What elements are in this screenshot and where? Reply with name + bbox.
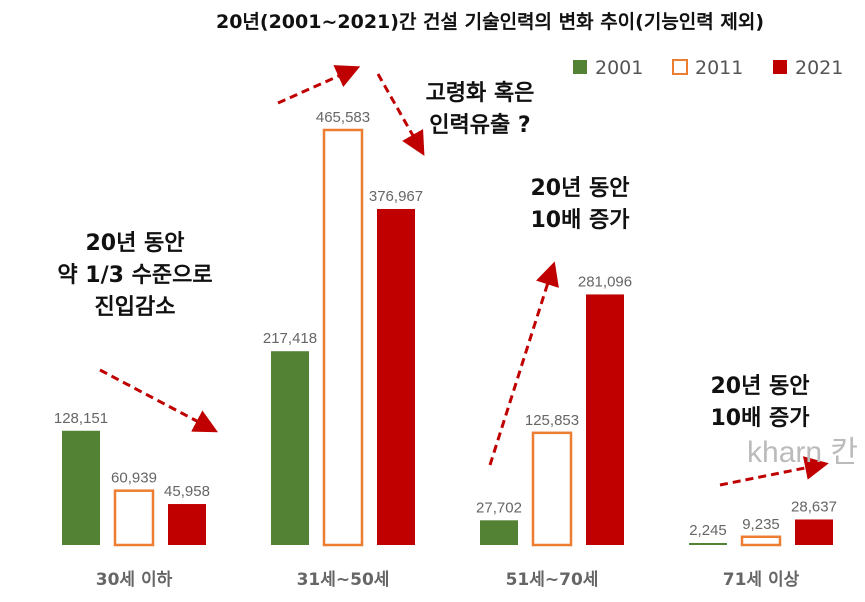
data-label: 28,637: [791, 498, 837, 515]
arrow-increase-71: [719, 456, 829, 487]
bar-2021: [168, 504, 206, 545]
annotation-line: 고령화 혹은: [426, 81, 535, 106]
bar-group: 27,702 125,853 281,096 51세~70세: [476, 273, 632, 590]
data-label: 128,151: [54, 410, 108, 427]
data-label: 27,702: [476, 499, 522, 516]
bar-group: 2,245 9,235 28,637 71세 이상: [689, 498, 837, 590]
category-label: 31세~50세: [297, 570, 390, 590]
bar-2011: [740, 535, 782, 547]
data-label: 217,418: [263, 330, 317, 347]
legend-swatch-2021: [773, 60, 787, 74]
legend-label: 2011: [695, 57, 743, 79]
bar-2011: [113, 489, 155, 547]
legend-label: 2001: [595, 57, 643, 79]
data-label: 281,096: [578, 273, 632, 290]
bar-2021: [377, 208, 415, 546]
data-label: 9,235: [742, 516, 780, 533]
data-label: 376,967: [369, 188, 423, 205]
chart-title: 20년(2001~2021)간 건설 기술인력의 변화 추이(기능인력 제외): [216, 11, 764, 33]
legend-swatch-2011: [672, 59, 688, 75]
annotation: 20년 동안 10배 증가: [531, 176, 630, 233]
arrow-up: [277, 65, 361, 105]
annotation-line: 약 1/3 수준으로: [57, 263, 212, 288]
data-label: 2,245: [689, 522, 727, 539]
data-label: 60,939: [111, 470, 157, 487]
bar-2001: [62, 430, 100, 545]
legend-swatch-2001: [573, 60, 587, 74]
bar-group: 217,418 465,583 376,967 31세~50세: [263, 109, 423, 590]
annotation-arrows: [99, 65, 829, 487]
annotation-line: 20년 동안: [711, 374, 810, 399]
arrow-down: [376, 73, 425, 156]
data-label: 125,853: [525, 412, 579, 429]
annotation-line: 20년 동안: [86, 231, 185, 256]
arrow-increase-51-70: [488, 261, 559, 466]
bar-group: 128,151 60,939 45,958 30세 이하: [54, 410, 210, 590]
annotation-line: 진입감소: [95, 295, 176, 320]
arrow-decrease: [99, 368, 218, 433]
bar-2001: [689, 542, 727, 545]
annotation-line: 10배 증가: [711, 406, 810, 431]
bar-2011: [531, 431, 573, 547]
data-label: 465,583: [316, 109, 370, 126]
annotation-line: 인력유출 ?: [429, 113, 530, 138]
bar-2001: [480, 520, 518, 545]
legend: 2001 2011 2021: [573, 57, 843, 79]
bar-2021: [586, 294, 624, 545]
data-label: 45,958: [164, 483, 210, 500]
annotation-line: 10배 증가: [531, 208, 630, 233]
bar-2021: [795, 519, 833, 545]
category-label: 51세~70세: [506, 570, 599, 590]
watermark: kharn 칸: [747, 436, 858, 469]
annotation: 20년 동안 10배 증가: [711, 374, 810, 431]
bar-2011: [322, 128, 364, 547]
bar-2001: [271, 351, 309, 545]
category-label: 71세 이상: [723, 570, 800, 590]
category-label: 30세 이하: [96, 570, 173, 590]
annotation-line: 20년 동안: [531, 176, 630, 201]
legend-label: 2021: [795, 57, 843, 79]
